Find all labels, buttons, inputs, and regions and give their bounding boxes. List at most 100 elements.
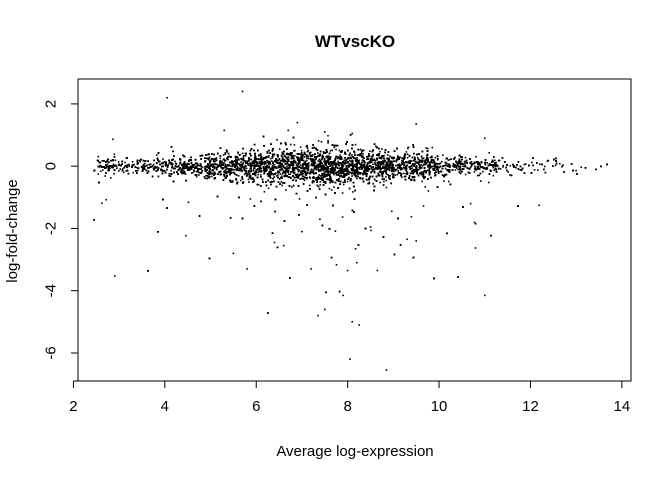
data-point <box>361 172 364 175</box>
data-point <box>246 268 248 270</box>
data-point <box>156 154 158 156</box>
data-point <box>293 150 295 152</box>
data-point <box>245 165 247 168</box>
data-point <box>554 164 557 167</box>
data-point <box>253 149 255 152</box>
data-point <box>421 180 423 183</box>
data-point <box>223 162 225 164</box>
data-point <box>281 159 283 162</box>
data-point <box>195 175 198 178</box>
data-point <box>332 170 334 172</box>
data-point <box>395 160 398 163</box>
data-point <box>343 159 345 161</box>
data-point <box>455 166 457 168</box>
data-point <box>389 163 392 166</box>
data-point <box>303 167 306 169</box>
data-point <box>293 144 296 146</box>
data-point <box>492 174 495 177</box>
data-point <box>281 184 283 187</box>
data-point <box>349 152 351 154</box>
data-point <box>319 184 321 186</box>
data-point <box>356 261 358 264</box>
data-point <box>225 149 228 151</box>
data-point <box>207 157 209 160</box>
data-point <box>233 168 236 171</box>
data-point <box>207 158 210 160</box>
data-point <box>185 234 187 237</box>
data-point <box>300 155 303 157</box>
data-point <box>214 173 217 175</box>
data-point <box>359 173 361 175</box>
data-point <box>325 150 328 152</box>
data-point <box>469 172 471 174</box>
data-point <box>383 178 386 180</box>
data-point <box>296 163 299 166</box>
data-point <box>349 160 351 162</box>
data-point <box>286 167 289 169</box>
data-point <box>439 162 442 164</box>
data-point <box>307 149 310 152</box>
data-point <box>305 163 307 165</box>
data-point <box>392 157 394 160</box>
data-point <box>296 156 298 158</box>
data-point <box>315 148 318 151</box>
data-point <box>412 169 414 171</box>
data-point <box>285 189 287 191</box>
data-point <box>358 159 361 162</box>
data-point <box>219 160 221 162</box>
data-point <box>305 155 308 158</box>
data-point <box>121 168 124 170</box>
data-point <box>362 153 364 155</box>
data-point <box>292 164 295 166</box>
data-point <box>416 156 419 159</box>
data-point <box>383 180 385 183</box>
data-point <box>394 168 397 171</box>
data-point <box>400 162 403 164</box>
data-point <box>328 187 331 190</box>
data-point <box>436 159 439 161</box>
data-point <box>289 152 291 154</box>
data-point <box>232 168 234 171</box>
data-point <box>459 162 462 164</box>
data-point <box>385 369 388 371</box>
data-point <box>397 170 400 172</box>
data-point <box>319 181 321 183</box>
data-point <box>455 167 458 169</box>
data-point <box>231 162 233 165</box>
data-point <box>271 156 274 158</box>
data-point <box>370 229 372 232</box>
data-point <box>275 172 277 174</box>
data-point <box>288 176 290 178</box>
data-point <box>351 321 353 323</box>
data-point <box>367 182 369 185</box>
data-point <box>97 173 100 175</box>
data-point <box>382 163 385 165</box>
data-point <box>258 183 260 186</box>
data-point <box>393 160 396 162</box>
data-point <box>277 156 279 158</box>
data-point <box>138 159 141 162</box>
data-point <box>228 155 230 158</box>
data-point <box>353 163 355 166</box>
data-point <box>455 160 457 162</box>
data-point <box>285 165 288 168</box>
data-point <box>319 153 322 156</box>
data-point <box>306 157 308 160</box>
data-point <box>351 132 353 135</box>
data-point <box>471 163 474 165</box>
data-point <box>448 163 450 165</box>
data-point <box>273 163 276 166</box>
data-point <box>306 146 308 148</box>
data-point <box>383 154 385 157</box>
data-point <box>426 159 428 162</box>
data-point <box>304 153 306 156</box>
data-point <box>407 147 409 150</box>
data-point <box>293 157 295 159</box>
data-point <box>304 164 307 166</box>
data-point <box>298 198 301 200</box>
data-point <box>204 160 207 162</box>
data-point <box>370 167 373 170</box>
data-point <box>335 148 337 151</box>
data-point <box>406 153 409 155</box>
chart-title: WTvscKO <box>315 32 395 51</box>
